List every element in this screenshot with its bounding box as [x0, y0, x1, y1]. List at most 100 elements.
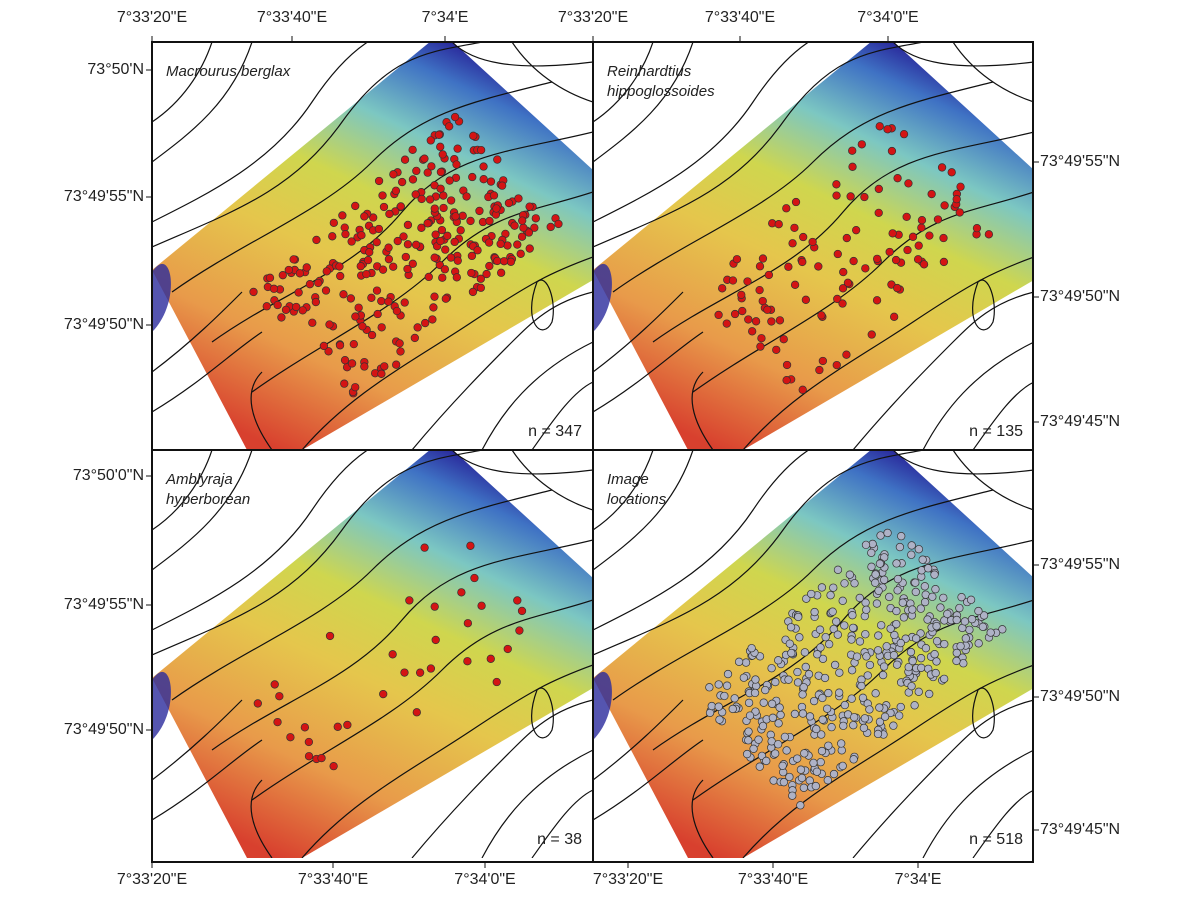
location-dot [877, 621, 885, 629]
location-dot [924, 564, 932, 572]
location-dot [478, 602, 486, 610]
location-dot [452, 213, 460, 221]
location-dot [457, 226, 465, 234]
location-dot [296, 270, 304, 278]
location-dot [827, 591, 835, 599]
location-dot [911, 579, 919, 587]
location-dot [477, 284, 485, 292]
location-dot [799, 386, 807, 394]
location-dot [322, 287, 330, 295]
location-dot [887, 625, 895, 633]
location-dot [843, 234, 851, 242]
contour-line [593, 42, 693, 162]
left-tick-label: 73°49'55"N [64, 596, 144, 613]
location-dot [839, 268, 847, 276]
location-dot [893, 661, 901, 669]
location-dot [441, 265, 449, 273]
location-dot [744, 278, 752, 286]
location-dot [323, 268, 331, 276]
location-dot [451, 238, 459, 246]
location-dot [956, 604, 964, 612]
location-dot [957, 183, 965, 191]
location-dot [839, 762, 847, 770]
location-dot [447, 197, 455, 205]
location-dot [350, 340, 358, 348]
location-dot [385, 255, 393, 263]
location-dot [911, 701, 919, 709]
location-dot [487, 655, 495, 663]
location-dot [933, 622, 941, 630]
location-dot [944, 610, 952, 618]
location-dot [874, 730, 882, 738]
location-dot [439, 151, 447, 159]
location-dot [447, 254, 455, 262]
location-dot [755, 736, 763, 744]
location-dot [715, 311, 723, 319]
location-dot [274, 718, 282, 726]
location-dot [520, 224, 528, 232]
location-dot [744, 736, 752, 744]
location-dot [886, 248, 894, 256]
location-dot [394, 237, 402, 245]
location-dot [799, 691, 807, 699]
location-dot [547, 223, 555, 231]
location-dot [830, 770, 838, 778]
location-dot [905, 180, 913, 188]
location-dot [915, 688, 923, 696]
location-dot [414, 324, 422, 332]
location-dot [339, 212, 347, 220]
location-dot [752, 676, 760, 684]
location-dot [918, 216, 926, 224]
location-dot [768, 700, 776, 708]
location-dot [912, 588, 920, 596]
location-dot [511, 222, 519, 230]
location-dot [840, 622, 848, 630]
location-dot [777, 711, 785, 719]
location-dot [833, 192, 841, 200]
location-dot [731, 695, 739, 703]
left-tick-label: 73°49'50"N [64, 316, 144, 333]
location-dot [526, 245, 534, 253]
location-dot [876, 123, 884, 131]
location-dot [348, 238, 356, 246]
map-panel: Macrourus berglaxn = 347 [152, 22, 593, 450]
location-dot [899, 599, 907, 607]
top-tick-label: 7°34'E [422, 9, 469, 26]
location-dot [929, 593, 937, 601]
location-dot [907, 551, 915, 559]
location-dot [724, 670, 732, 678]
location-dot [516, 627, 524, 635]
location-dot [758, 334, 766, 342]
bottom-tick-label: 7°34'E [895, 871, 942, 888]
location-dot [762, 757, 770, 765]
location-dot [875, 587, 883, 595]
location-dot [776, 704, 784, 712]
location-dot [312, 298, 320, 306]
location-dot [897, 703, 905, 711]
location-dot [818, 584, 826, 592]
contour-line [152, 42, 252, 162]
location-dot [908, 682, 916, 690]
location-dot [402, 253, 410, 261]
location-dot [263, 302, 271, 310]
location-dot [810, 759, 818, 767]
location-dot [756, 262, 764, 270]
location-dot [435, 131, 443, 139]
location-dot [800, 683, 808, 691]
location-dot [518, 607, 526, 615]
location-dot [328, 233, 336, 241]
location-dot [404, 265, 412, 273]
location-dot [467, 217, 475, 225]
location-dot [437, 168, 445, 176]
location-dot [837, 740, 845, 748]
location-dot [873, 600, 881, 608]
location-dot [846, 571, 854, 579]
location-dot [874, 632, 882, 640]
location-dot [961, 618, 969, 626]
location-dot [439, 192, 447, 200]
seamount [593, 672, 612, 740]
species-title: Reinhardtius [607, 63, 692, 80]
seamount [593, 264, 612, 332]
location-dot [780, 335, 788, 343]
location-dot [342, 230, 350, 238]
